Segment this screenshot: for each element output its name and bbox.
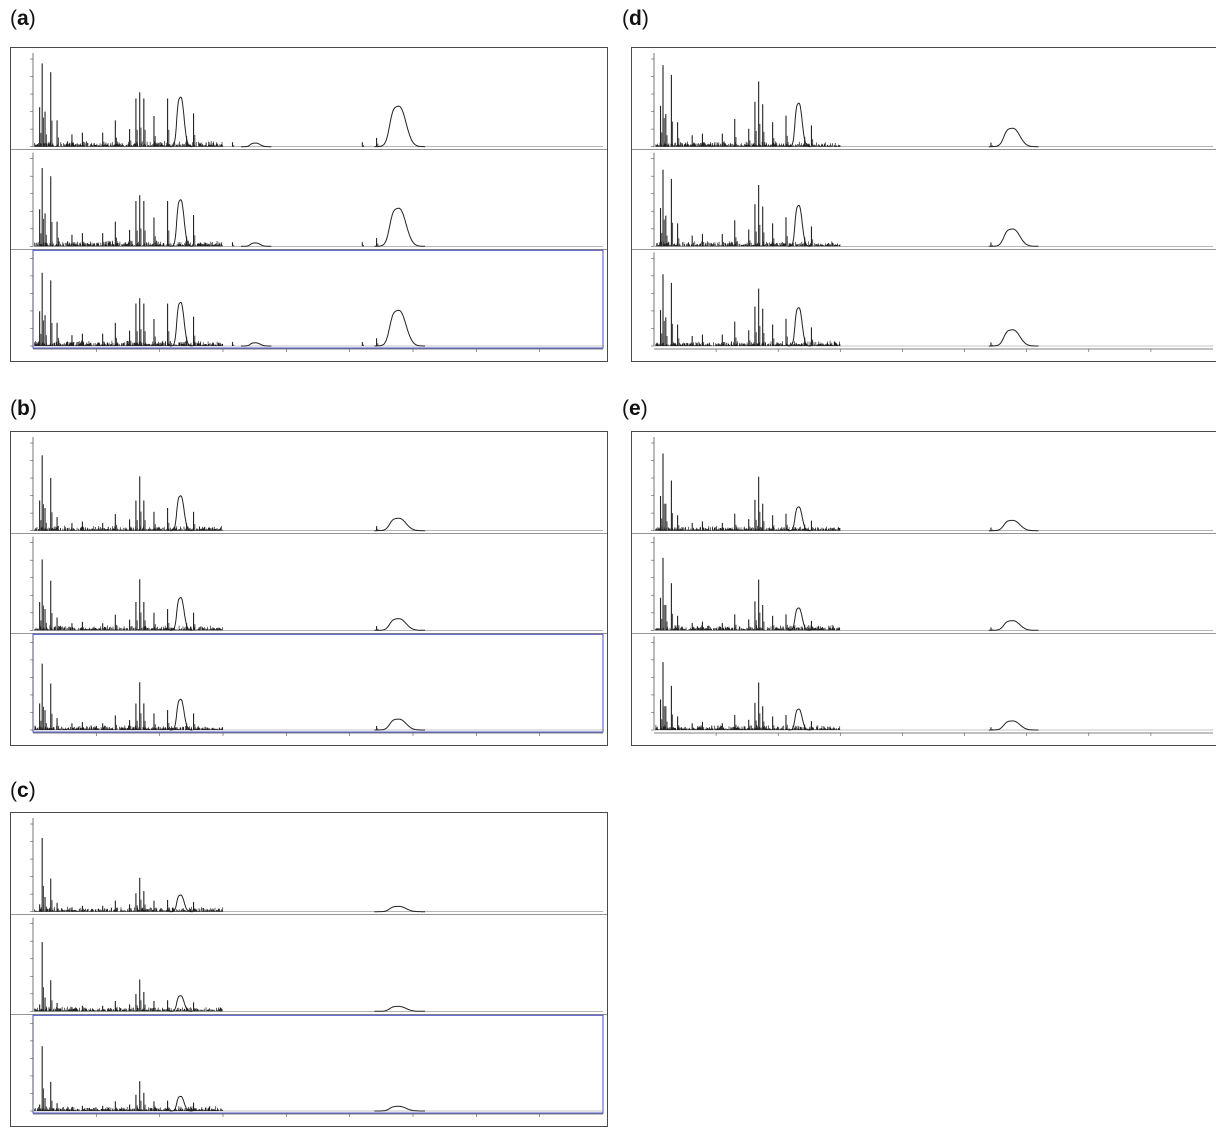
spectrum-broad-peak [374, 1105, 425, 1112]
spectrum-broad-peak [988, 329, 1039, 347]
spectrum-track-b-1 [30, 437, 603, 532]
spectrum-broad-peak [241, 242, 272, 247]
spectrum-track-e-2 [632, 533, 1216, 631]
panel-label-e: (e) [622, 397, 648, 420]
spectrum-broad-peak [788, 708, 811, 731]
spectrum-broad-peak [169, 894, 193, 913]
spectrum-broad-peak [988, 720, 1039, 731]
spectrum-track-d-3 [632, 249, 1216, 347]
spectrum-broad-peak [169, 301, 193, 347]
noise-peaks [655, 340, 841, 346]
spectrum-chart-e [632, 437, 1216, 736]
spectrum-broad-peak [169, 995, 193, 1012]
spectrum-track-b-2 [11, 533, 607, 631]
spectrum-broad-peak [374, 905, 425, 913]
spectrum-broad-peak [169, 96, 193, 148]
spectrum-panel-d [631, 47, 1216, 362]
noise-peaks [34, 240, 224, 247]
spectrum-broad-peak [169, 698, 193, 731]
spectrum-track-e-1 [651, 437, 1213, 532]
spectrum-broad-peak [988, 127, 1039, 148]
spectrum-broad-peak [788, 506, 811, 532]
spectrum-broad-peak [374, 1005, 425, 1012]
noise-peaks [655, 725, 841, 730]
spectrum-track-a-3 [11, 249, 607, 349]
spectrum-chart-d [632, 53, 1216, 352]
selected-track-outline [32, 633, 604, 733]
spectrum-broad-peak [374, 309, 425, 347]
spectrum-broad-peak [788, 607, 811, 631]
noise-peaks [34, 906, 224, 912]
panel-label-b: (b) [10, 397, 37, 420]
spectrum-track-d-2 [632, 149, 1216, 247]
spectrum-panel-a [10, 47, 608, 362]
spectrum-broad-peak [787, 102, 811, 148]
noise-peaks [34, 1106, 224, 1111]
spectrum-track-c-1 [30, 818, 603, 913]
spectrum-track-b-3 [11, 633, 607, 733]
spectrum-broad-peak [241, 142, 272, 148]
spectrum-broad-peak [374, 517, 425, 532]
spectrum-track-c-3 [11, 1014, 607, 1114]
spectrum-broad-peak [788, 204, 811, 247]
spectrum-track-a-1 [30, 53, 603, 148]
noise-peaks [655, 624, 841, 631]
selected-track-outline [32, 249, 604, 349]
selected-track-outline [32, 1014, 604, 1114]
noise-peaks [655, 241, 841, 247]
spectrum-track-e-3 [632, 633, 1216, 731]
spectrum-broad-peak [374, 618, 425, 631]
spectrum-broad-peak [169, 495, 193, 532]
spectrum-broad-peak [374, 207, 425, 247]
noise-peaks [34, 340, 224, 346]
spectrum-chart-b [11, 437, 607, 736]
spectrum-broad-peak [988, 228, 1039, 247]
spectrum-broad-peak [241, 342, 272, 347]
noise-peaks [34, 525, 224, 531]
spectrum-broad-peak [374, 105, 426, 148]
panel-label-d: (d) [622, 7, 649, 30]
spectrum-chart-a [11, 53, 607, 352]
noise-peaks [34, 625, 224, 631]
panel-label-c: (c) [10, 779, 36, 802]
spectrum-broad-peak [988, 620, 1039, 631]
spectrum-broad-peak [169, 199, 193, 247]
spectrum-broad-peak [988, 519, 1039, 532]
spectrum-track-c-2 [11, 914, 607, 1012]
spectrum-panel-e [631, 431, 1216, 746]
spectrum-chart-c [11, 818, 607, 1117]
spectrum-panel-b [10, 431, 608, 746]
noise-peaks [655, 526, 841, 531]
spectrum-panel-c [10, 812, 608, 1127]
spectrum-track-a-2 [11, 149, 607, 247]
noise-peaks [655, 141, 841, 147]
spectrum-broad-peak [169, 597, 193, 631]
noise-peaks [34, 1006, 224, 1012]
spectrum-broad-peak [788, 307, 811, 347]
spectrum-broad-peak [374, 718, 425, 731]
spectrum-broad-peak [169, 1095, 193, 1112]
noise-peaks [34, 725, 224, 730]
panel-label-a: (a) [10, 7, 36, 30]
noise-peaks [34, 141, 224, 147]
spectrum-track-d-1 [651, 53, 1213, 148]
